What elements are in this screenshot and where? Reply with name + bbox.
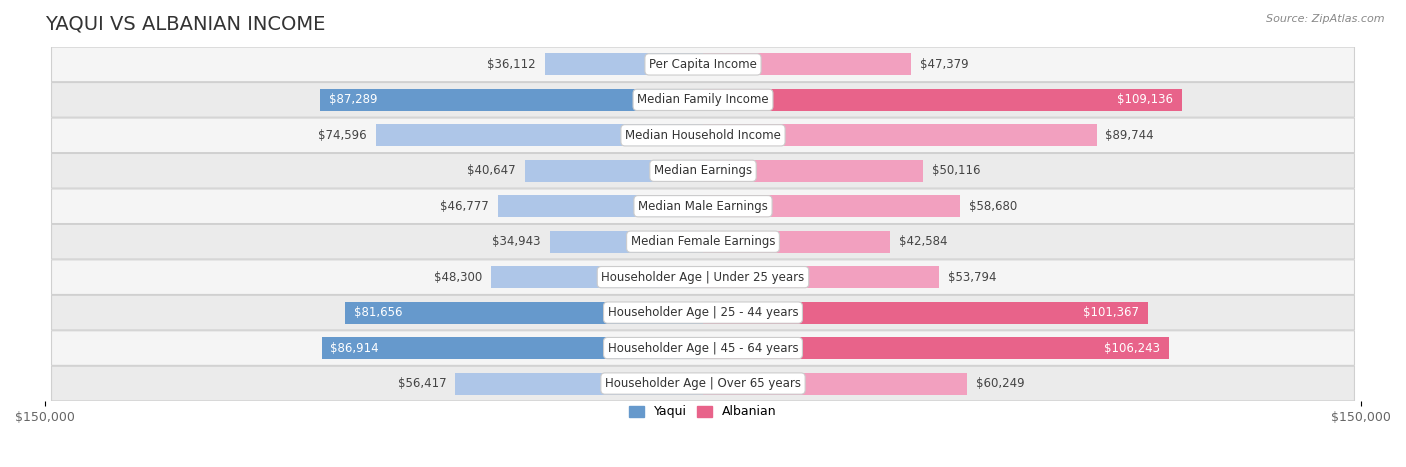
Text: $101,367: $101,367 xyxy=(1083,306,1139,319)
Text: $74,596: $74,596 xyxy=(318,129,367,142)
FancyBboxPatch shape xyxy=(52,331,1354,365)
FancyBboxPatch shape xyxy=(52,224,1354,259)
Bar xyxy=(703,302,1147,324)
Bar xyxy=(703,53,911,75)
Text: Per Capita Income: Per Capita Income xyxy=(650,58,756,71)
Text: Householder Age | Over 65 years: Householder Age | Over 65 years xyxy=(605,377,801,390)
Text: $47,379: $47,379 xyxy=(920,58,969,71)
FancyBboxPatch shape xyxy=(52,295,1354,330)
Text: $46,777: $46,777 xyxy=(440,200,489,213)
Text: $53,794: $53,794 xyxy=(948,271,997,283)
FancyBboxPatch shape xyxy=(52,154,1354,188)
Legend: Yaqui, Albanian: Yaqui, Albanian xyxy=(624,400,782,424)
Text: $109,136: $109,136 xyxy=(1116,93,1173,106)
Text: Householder Age | 45 - 64 years: Householder Age | 45 - 64 years xyxy=(607,341,799,354)
Text: $60,249: $60,249 xyxy=(976,377,1025,390)
Text: Householder Age | Under 25 years: Householder Age | Under 25 years xyxy=(602,271,804,283)
Bar xyxy=(544,53,703,75)
Bar xyxy=(703,231,890,253)
Text: YAQUI VS ALBANIAN INCOME: YAQUI VS ALBANIAN INCOME xyxy=(45,15,325,34)
Text: Median Household Income: Median Household Income xyxy=(626,129,780,142)
Text: $81,656: $81,656 xyxy=(353,306,402,319)
Text: $48,300: $48,300 xyxy=(434,271,482,283)
Bar xyxy=(498,195,703,217)
FancyBboxPatch shape xyxy=(52,260,1354,295)
Bar xyxy=(703,160,922,182)
Text: $40,647: $40,647 xyxy=(467,164,516,177)
Bar xyxy=(703,266,939,288)
Bar xyxy=(703,89,1182,111)
Bar xyxy=(456,373,703,395)
FancyBboxPatch shape xyxy=(52,47,1354,82)
Bar xyxy=(703,337,1170,359)
Bar xyxy=(703,373,967,395)
Bar xyxy=(491,266,703,288)
Text: $87,289: $87,289 xyxy=(329,93,377,106)
Text: Median Earnings: Median Earnings xyxy=(654,164,752,177)
Text: $89,744: $89,744 xyxy=(1105,129,1154,142)
Bar xyxy=(524,160,703,182)
FancyBboxPatch shape xyxy=(52,366,1354,401)
Text: $56,417: $56,417 xyxy=(398,377,447,390)
Text: $50,116: $50,116 xyxy=(932,164,980,177)
Text: Median Female Earnings: Median Female Earnings xyxy=(631,235,775,248)
Text: $36,112: $36,112 xyxy=(486,58,536,71)
Bar xyxy=(322,337,703,359)
Bar xyxy=(321,89,703,111)
Bar xyxy=(550,231,703,253)
Text: Median Male Earnings: Median Male Earnings xyxy=(638,200,768,213)
FancyBboxPatch shape xyxy=(52,118,1354,153)
Bar xyxy=(703,195,960,217)
Text: Median Family Income: Median Family Income xyxy=(637,93,769,106)
Text: Source: ZipAtlas.com: Source: ZipAtlas.com xyxy=(1267,14,1385,24)
Text: $106,243: $106,243 xyxy=(1104,341,1160,354)
Text: $58,680: $58,680 xyxy=(969,200,1018,213)
Bar xyxy=(703,124,1097,146)
FancyBboxPatch shape xyxy=(52,189,1354,224)
Text: Householder Age | 25 - 44 years: Householder Age | 25 - 44 years xyxy=(607,306,799,319)
FancyBboxPatch shape xyxy=(52,83,1354,117)
Text: $86,914: $86,914 xyxy=(330,341,380,354)
Bar xyxy=(344,302,703,324)
Text: $34,943: $34,943 xyxy=(492,235,541,248)
Text: $42,584: $42,584 xyxy=(898,235,948,248)
Bar xyxy=(375,124,703,146)
